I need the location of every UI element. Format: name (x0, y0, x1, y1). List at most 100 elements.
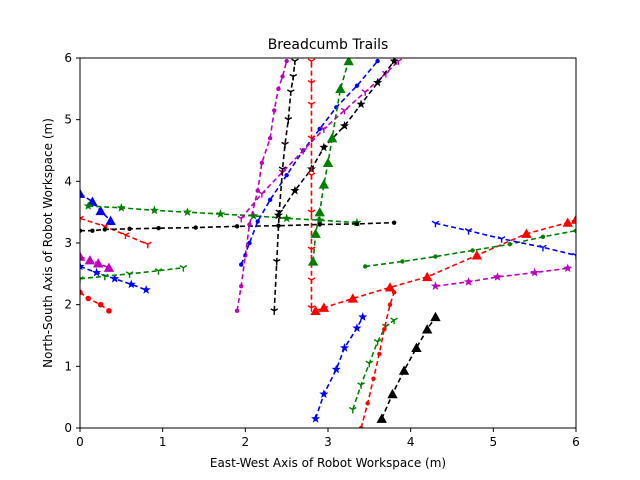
data-point (339, 121, 350, 130)
data-point (272, 258, 281, 266)
series-23 (376, 311, 441, 423)
data-point (282, 213, 292, 223)
y-tick-label: 4 (64, 174, 72, 188)
series-17 (363, 228, 576, 269)
data-point (247, 222, 252, 227)
data-point (411, 342, 422, 352)
data-point (307, 246, 316, 254)
series-7 (80, 261, 151, 294)
series-15 (307, 58, 354, 266)
data-point (387, 302, 393, 307)
data-point (320, 126, 328, 133)
data-point (317, 222, 322, 227)
data-point (540, 234, 546, 240)
data-point (80, 251, 86, 261)
data-point (105, 215, 116, 225)
data-point (319, 142, 329, 152)
data-point (286, 89, 295, 96)
data-point (318, 179, 330, 189)
data-point (92, 258, 104, 268)
data-point (100, 273, 109, 281)
data-point (284, 172, 289, 178)
data-point (318, 302, 330, 312)
data-point (361, 89, 370, 96)
data-point (239, 262, 244, 267)
data-point (273, 210, 283, 220)
series-6 (80, 251, 115, 272)
x-tick-label: 2 (242, 435, 250, 449)
data-point (80, 289, 83, 296)
data-point (422, 324, 433, 334)
data-point (281, 141, 289, 149)
series-9 (234, 58, 289, 314)
data-point (492, 272, 503, 281)
data-point (215, 209, 226, 218)
data-point (125, 271, 134, 278)
data-point (237, 215, 246, 223)
series-19 (430, 263, 573, 291)
data-point (80, 215, 84, 223)
series-20 (311, 312, 368, 423)
data-point (521, 228, 532, 238)
data-point (570, 214, 576, 224)
plot-area (79, 57, 577, 429)
data-point (84, 255, 96, 265)
data-point (127, 226, 132, 232)
data-point (182, 207, 193, 217)
series-22 (358, 290, 397, 428)
series-5 (80, 220, 397, 233)
data-point (141, 285, 151, 294)
data-point (315, 215, 325, 225)
data-point (291, 58, 299, 66)
data-point (234, 224, 240, 229)
data-point (422, 271, 433, 282)
data-point (80, 261, 85, 271)
data-point (354, 83, 360, 88)
data-point (373, 77, 383, 87)
data-point (193, 225, 198, 230)
series-layer (80, 58, 576, 428)
series-12 (270, 58, 299, 315)
data-point (572, 252, 576, 260)
series-line (273, 60, 296, 311)
data-point (87, 196, 98, 206)
data-point (331, 364, 341, 374)
series-line (80, 291, 110, 312)
data-point (464, 228, 473, 235)
data-point (255, 219, 260, 224)
y-tick-label: 1 (64, 359, 72, 373)
data-point (371, 376, 376, 381)
series-line (80, 217, 149, 245)
data-point (391, 290, 397, 295)
data-point (348, 406, 357, 414)
data-point (267, 135, 273, 141)
data-point (365, 401, 370, 406)
data-point (377, 351, 382, 357)
data-point (352, 323, 362, 332)
data-point (430, 311, 441, 322)
x-axis-label: East-West Axis of Robot Workspace (m) (210, 456, 446, 470)
x-tick-label: 1 (159, 435, 167, 449)
data-point (530, 267, 540, 277)
series-8 (80, 265, 188, 283)
data-point (539, 244, 547, 252)
x-tick-label: 0 (76, 435, 84, 449)
data-point (376, 413, 387, 423)
data-point (311, 413, 321, 423)
data-point (307, 101, 316, 109)
data-point (340, 107, 349, 115)
series-line (277, 60, 395, 216)
series-line (312, 60, 350, 262)
data-point (471, 250, 482, 260)
data-point (80, 276, 84, 283)
x-tick-label: 4 (407, 435, 415, 449)
data-point (284, 117, 293, 124)
data-point (280, 74, 285, 79)
data-point (270, 308, 279, 315)
x-tick-label: 5 (490, 435, 498, 449)
plot-background (80, 58, 576, 428)
y-tick-label: 0 (64, 421, 72, 435)
data-point (373, 339, 382, 346)
data-point (497, 236, 506, 243)
